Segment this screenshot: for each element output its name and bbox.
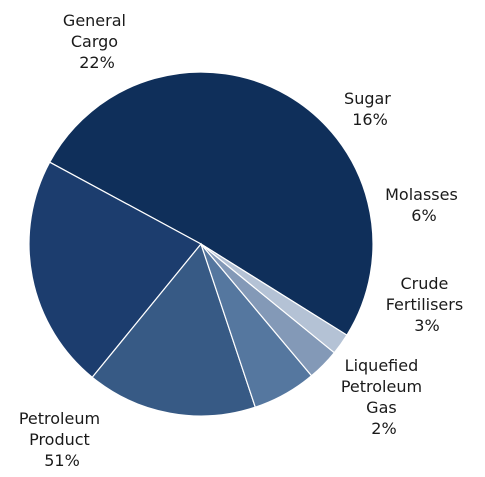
- pie-slices: [28, 71, 374, 417]
- slice-general-cargo: [28, 161, 202, 379]
- label-molasses: Molasses 6%: [385, 185, 463, 225]
- slice-sugar: [91, 242, 257, 417]
- slice-liquefied-petroleum-gas: [200, 243, 348, 354]
- label-general-cargo: General Cargo 22%: [63, 11, 131, 72]
- label-liquefied-petroleum-gas: Liquefied Petroleum Gas 2%: [341, 356, 427, 438]
- label-sugar: Sugar 16%: [344, 89, 396, 129]
- slice-labels: General Cargo 22% Sugar 16% Molasses 6% …: [19, 11, 469, 470]
- slice-petroleum-product: [48, 71, 374, 336]
- label-petroleum-product: Petroleum Product 51%: [19, 409, 105, 470]
- label-crude-fertilisers: Crude Fertilisers 3%: [386, 274, 469, 335]
